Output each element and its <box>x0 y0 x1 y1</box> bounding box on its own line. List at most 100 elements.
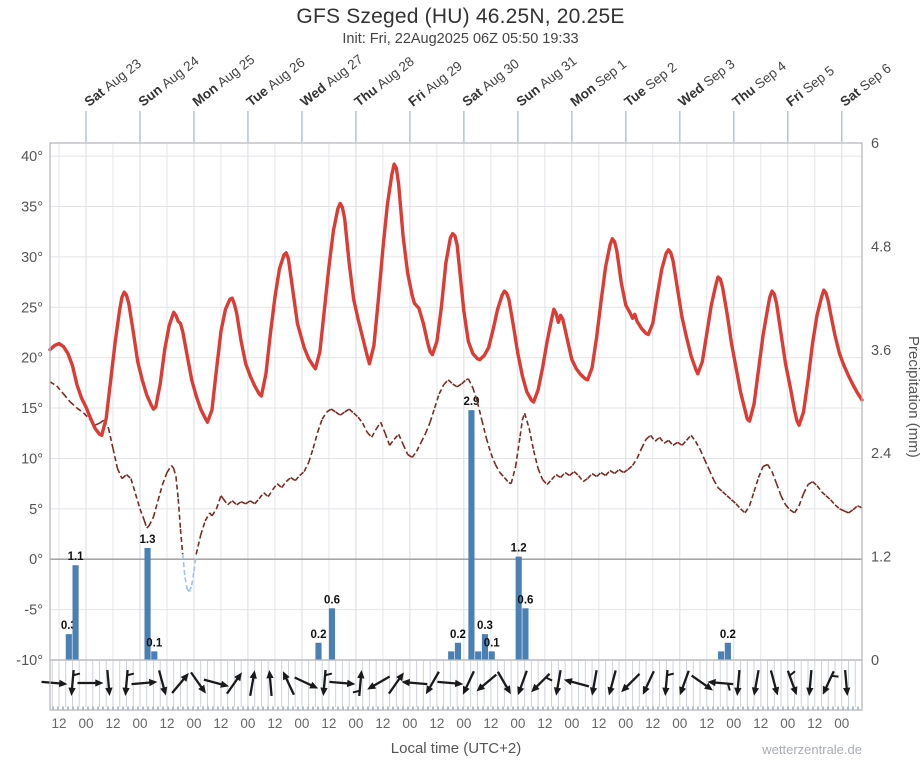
svg-text:Sat Aug 23: Sat Aug 23 <box>82 56 144 109</box>
time-tick-label: 12 <box>321 716 336 731</box>
wind-arrow-icon <box>786 670 798 696</box>
day-label: Tue Sep 2 <box>621 59 679 109</box>
precip-bar-label: 2.9 <box>463 396 479 408</box>
wind-arrow-icon <box>642 670 655 695</box>
wind-arrow-icon <box>41 679 68 688</box>
chart-init-subtitle: Init: Fri, 22Aug2025 06Z 05:50 19:33 <box>342 31 579 47</box>
time-tick-label: 00 <box>672 716 687 731</box>
precip-bar <box>328 608 336 660</box>
svg-text:Wed Sep 3: Wed Sep 3 <box>675 56 737 109</box>
time-tick-label: 00 <box>132 716 147 731</box>
watermark: wetterzentrale.de <box>762 742 862 757</box>
time-tick-label: 00 <box>294 716 309 731</box>
day-label: Wed Sep 3 <box>675 56 737 109</box>
wind-arrow-icon <box>769 670 780 696</box>
wind-arrow-icon <box>190 671 206 694</box>
wind-arrow-icon <box>425 671 440 695</box>
time-tick-label: 12 <box>267 716 282 731</box>
time-tick-label: 12 <box>429 716 444 731</box>
time-tick-label: 00 <box>240 716 255 731</box>
wind-arrow-icon <box>607 670 617 696</box>
precip-tick-label: 0 <box>871 653 879 669</box>
precip-tick-label: 3.6 <box>871 343 891 359</box>
wind-arrow-icon <box>476 673 498 692</box>
time-tick-label: 12 <box>51 716 66 731</box>
wind-arrow-icon <box>157 670 168 696</box>
precip-bar-label: 0.2 <box>720 629 736 641</box>
wind-arrow-icon <box>662 669 675 696</box>
wind-arrow-icon <box>843 669 851 696</box>
wind-arrow-icon <box>690 674 713 691</box>
temp-tick-label: 25° <box>21 300 43 316</box>
time-tick-label: 00 <box>618 716 633 731</box>
wind-arrow-icon <box>679 670 690 696</box>
chart-frame <box>49 142 863 711</box>
wind-arrow-icon <box>437 679 464 688</box>
x-axis-title: Local time (UTC+2) <box>390 740 522 757</box>
time-tick-label: 00 <box>186 716 201 731</box>
time-tick-label: 00 <box>726 716 741 731</box>
wind-arrow-icon <box>294 676 319 689</box>
temp-tick-label: 20° <box>21 351 43 367</box>
wind-arrow-icon <box>462 670 475 695</box>
wind-arrow-icon <box>751 669 760 696</box>
page-title: GFS Szeged (HU) 46.25N, 20.25E <box>296 5 625 28</box>
precip-bar <box>72 565 79 660</box>
precip-bar <box>515 556 522 660</box>
precip-bar-label: 0.6 <box>517 594 533 606</box>
time-tick-label: 12 <box>699 716 714 731</box>
precip-bar <box>718 651 725 660</box>
time-tick-label: 00 <box>402 716 417 731</box>
svg-text:Sat Sep 6: Sat Sep 6 <box>837 61 894 110</box>
wind-arrow-icon <box>131 678 158 687</box>
time-tick-label: 00 <box>564 716 579 731</box>
wind-arrow-icon <box>203 678 230 688</box>
wind-arrow-icon <box>352 670 365 697</box>
temp-tick-label: 40° <box>21 149 43 165</box>
svg-text:Sat Aug 30: Sat Aug 30 <box>459 56 521 109</box>
temp-tick-label: 35° <box>21 199 43 215</box>
chart-grid <box>50 143 862 660</box>
time-tick-label: 12 <box>807 716 822 731</box>
precip-bar <box>65 634 72 660</box>
time-tick-label: 00 <box>78 716 93 731</box>
day-label: Sat Aug 30 <box>459 56 521 109</box>
wind-arrow-icon <box>282 671 295 696</box>
precip-axis-title: Precipitation (mm) <box>905 336 921 458</box>
wind-arrow-icon <box>266 670 274 697</box>
time-tick-label: 12 <box>645 716 660 731</box>
temp-tick-label: -10° <box>16 653 43 669</box>
precip-bar-label: 0.3 <box>477 620 493 632</box>
precip-bar <box>151 651 158 660</box>
day-label: Thu Sep 4 <box>729 58 789 109</box>
wind-arrow-icon <box>589 669 598 696</box>
svg-text:Fri Sep 5: Fri Sep 5 <box>783 63 837 109</box>
day-label: Sat Sep 6 <box>837 61 894 110</box>
time-tick-label: 12 <box>213 716 228 731</box>
wind-arrow-icon <box>320 669 333 696</box>
wind-arrow-icon <box>553 669 562 696</box>
precip-bar-label: 1.3 <box>140 534 156 546</box>
dewpoint-line <box>49 378 863 593</box>
time-tick-label: 00 <box>456 716 471 731</box>
wind-arrow-icon <box>517 670 528 696</box>
precip-bar-label: 0.1 <box>146 637 163 649</box>
wind-arrow-icon <box>822 670 839 695</box>
wind-arrow-icon <box>329 679 356 688</box>
wind-arrow-icon <box>249 670 257 697</box>
wind-arrow-icon <box>122 669 135 696</box>
temp-tick-label: 5° <box>29 502 43 518</box>
wind-arrow-icon <box>621 672 641 693</box>
wind-arrow-icon <box>707 678 734 691</box>
precip-bar-label: 0.2 <box>450 629 466 641</box>
time-tick-label: 12 <box>591 716 606 731</box>
precip-bar <box>144 547 151 660</box>
precip-bar <box>475 651 482 660</box>
temp-tick-label: -5° <box>24 603 43 619</box>
precip-bars: 0.31.11.30.10.20.60.22.90.30.11.20.60.2 <box>61 396 736 660</box>
wind-arrow-icon <box>367 675 391 690</box>
time-tick-label: 12 <box>159 716 174 731</box>
temp-tick-label: 30° <box>21 250 43 266</box>
